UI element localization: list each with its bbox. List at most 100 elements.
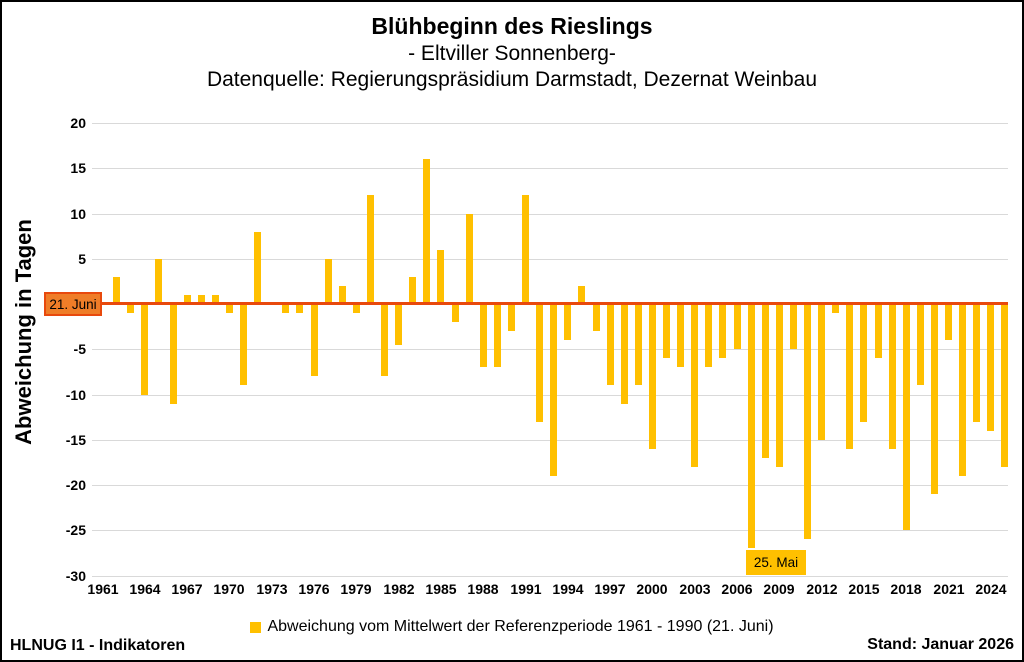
y-tick-label--5: -5 bbox=[73, 341, 86, 357]
gridline-20 bbox=[92, 123, 1008, 124]
chart-subtitle: - Eltviller Sonnenberg- bbox=[408, 41, 616, 65]
y-tick-label--25: -25 bbox=[65, 522, 86, 538]
gridline-10 bbox=[92, 214, 1008, 215]
bar-1984 bbox=[423, 159, 430, 304]
bar-2006 bbox=[734, 304, 741, 349]
bar-2004 bbox=[705, 304, 712, 367]
gridline--20 bbox=[92, 485, 1008, 486]
x-tick-label-1991: 1991 bbox=[510, 581, 542, 597]
bar-2022 bbox=[959, 304, 966, 476]
x-tick-label-1973: 1973 bbox=[256, 581, 288, 597]
bar-2019 bbox=[917, 304, 924, 385]
bar-1995 bbox=[578, 286, 585, 304]
bar-1975 bbox=[296, 304, 303, 313]
bar-1971 bbox=[240, 304, 247, 385]
bar-1990 bbox=[508, 304, 515, 331]
bar-1966 bbox=[170, 304, 177, 404]
y-tick-label--10: -10 bbox=[65, 387, 86, 403]
bar-1965 bbox=[155, 259, 162, 304]
bar-1996 bbox=[593, 304, 600, 331]
bar-1976 bbox=[311, 304, 318, 376]
bar-2010 bbox=[790, 304, 797, 349]
bar-1991 bbox=[522, 195, 529, 304]
bar-1977 bbox=[325, 259, 332, 304]
x-tick-label-1982: 1982 bbox=[383, 581, 415, 597]
bar-1969 bbox=[212, 295, 219, 304]
mean-date-label: 21. Juni bbox=[44, 292, 102, 316]
x-tick-label-1997: 1997 bbox=[594, 581, 626, 597]
bar-2000 bbox=[649, 304, 656, 449]
bar-1981 bbox=[381, 304, 388, 376]
bar-2024 bbox=[987, 304, 994, 431]
legend: Abweichung vom Mittelwert der Referenzpe… bbox=[2, 618, 1022, 636]
chart-title: Blühbeginn des Rieslings bbox=[371, 13, 653, 39]
bar-1997 bbox=[607, 304, 614, 385]
y-tick-label--30: -30 bbox=[65, 568, 86, 584]
bar-1974 bbox=[282, 304, 289, 313]
bar-2011 bbox=[804, 304, 811, 539]
bar-1985 bbox=[437, 250, 444, 304]
x-tick-label-2015: 2015 bbox=[848, 581, 880, 597]
bar-1978 bbox=[339, 286, 346, 304]
bar-1992 bbox=[536, 304, 543, 422]
bar-2005 bbox=[719, 304, 726, 358]
x-tick-label-2018: 2018 bbox=[890, 581, 922, 597]
bar-2007 bbox=[748, 304, 755, 548]
x-tick-label-1979: 1979 bbox=[340, 581, 372, 597]
y-tick-label-10: 10 bbox=[70, 206, 86, 222]
bar-2013 bbox=[832, 304, 839, 313]
bar-1963 bbox=[127, 304, 134, 313]
min-date-label: 25. Mai bbox=[746, 550, 806, 575]
gridline-5 bbox=[92, 259, 1008, 260]
x-tick-label-1985: 1985 bbox=[425, 581, 457, 597]
bar-1964 bbox=[141, 304, 148, 395]
bar-2008 bbox=[762, 304, 769, 458]
bar-2009 bbox=[776, 304, 783, 467]
gridline--30 bbox=[92, 576, 1008, 577]
bar-1968 bbox=[198, 295, 205, 304]
x-tick-label-1970: 1970 bbox=[213, 581, 245, 597]
bar-1986 bbox=[452, 304, 459, 322]
gridline-15 bbox=[92, 168, 1008, 169]
bar-2016 bbox=[875, 304, 882, 358]
chart-source: Datenquelle: Regierungspräsidium Darmsta… bbox=[206, 68, 818, 91]
bar-1999 bbox=[635, 304, 642, 385]
bar-1979 bbox=[353, 304, 360, 313]
x-tick-label-2009: 2009 bbox=[763, 581, 795, 597]
bar-1970 bbox=[226, 304, 233, 313]
footer-date-label: Stand: Januar 2026 bbox=[867, 636, 1014, 653]
y-tick-label--15: -15 bbox=[65, 432, 86, 448]
bar-2025 bbox=[1001, 304, 1008, 467]
bar-2001 bbox=[663, 304, 670, 358]
x-tick-label-2000: 2000 bbox=[636, 581, 668, 597]
bar-1962 bbox=[113, 277, 120, 304]
x-tick-label-1967: 1967 bbox=[171, 581, 203, 597]
x-tick-label-2024: 2024 bbox=[975, 581, 1007, 597]
x-tick-label-2021: 2021 bbox=[933, 581, 965, 597]
legend-label: Abweichung vom Mittelwert der Referenzpe… bbox=[267, 618, 774, 635]
x-tick-label-1994: 1994 bbox=[552, 581, 584, 597]
x-tick-label-1988: 1988 bbox=[467, 581, 499, 597]
x-tick-label-1976: 1976 bbox=[298, 581, 330, 597]
y-tick-label-15: 15 bbox=[70, 160, 86, 176]
x-tick-label-1964: 1964 bbox=[129, 581, 161, 597]
bar-2015 bbox=[860, 304, 867, 422]
bar-1994 bbox=[564, 304, 571, 340]
bar-2020 bbox=[931, 304, 938, 494]
bar-2012 bbox=[818, 304, 825, 440]
x-tick-label-2003: 2003 bbox=[679, 581, 711, 597]
bar-1993 bbox=[550, 304, 557, 476]
x-tick-label-2006: 2006 bbox=[721, 581, 753, 597]
bar-1988 bbox=[480, 304, 487, 367]
y-tick-label--20: -20 bbox=[65, 477, 86, 493]
bar-1967 bbox=[184, 295, 191, 304]
bar-1989 bbox=[494, 304, 501, 367]
bar-2021 bbox=[945, 304, 952, 340]
bar-2018 bbox=[903, 304, 910, 530]
bar-1983 bbox=[409, 277, 416, 304]
bar-2014 bbox=[846, 304, 853, 449]
bar-1998 bbox=[621, 304, 628, 404]
bar-1987 bbox=[466, 214, 473, 305]
legend-swatch-icon bbox=[250, 621, 262, 633]
